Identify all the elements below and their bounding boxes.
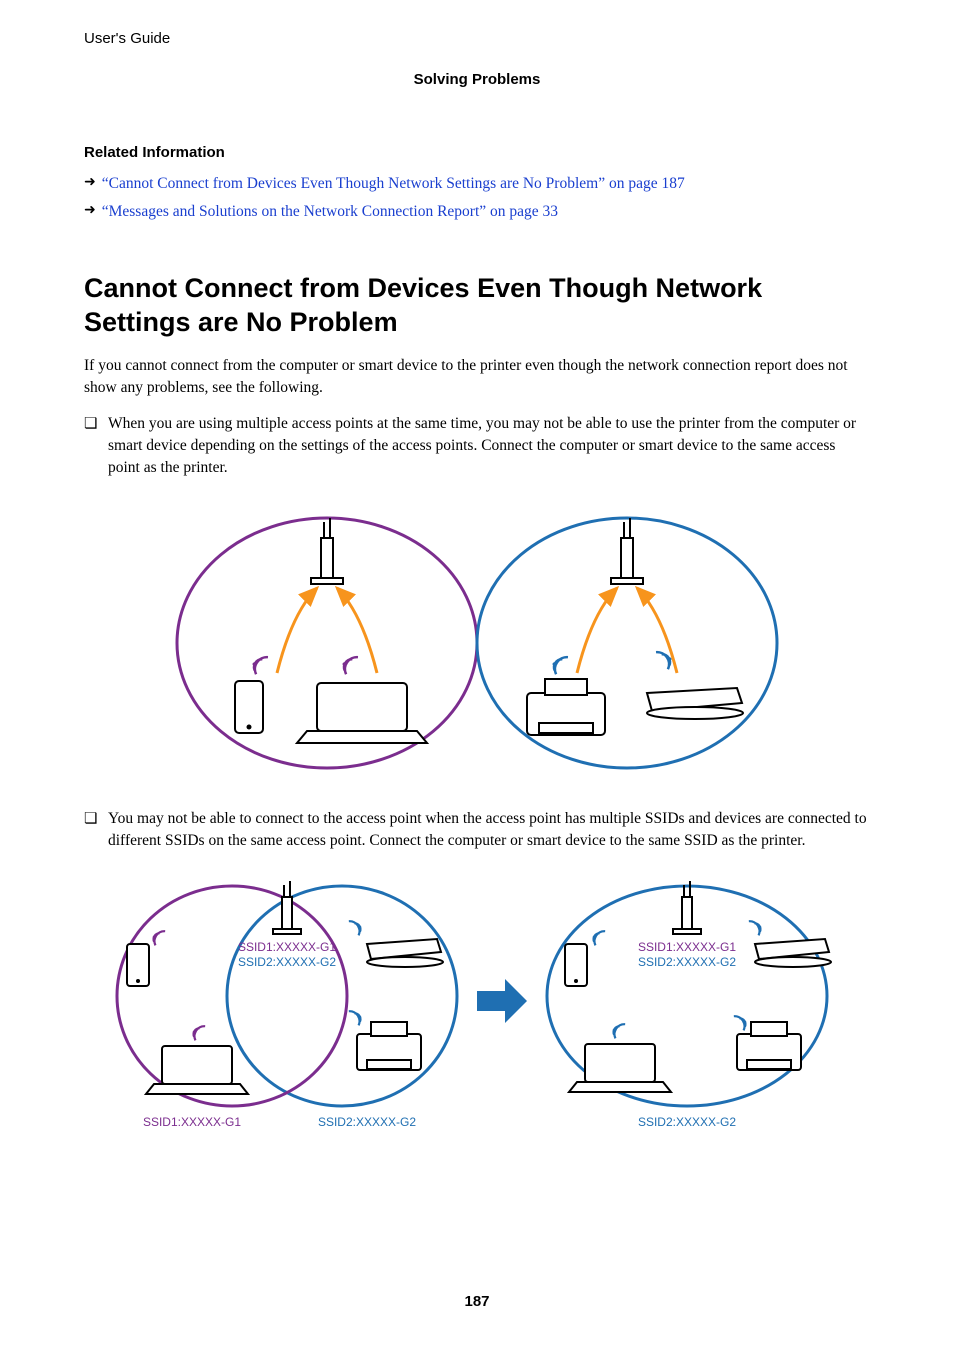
laptop-icon bbox=[297, 683, 427, 743]
list-item-text: You may not be able to connect to the ac… bbox=[108, 808, 870, 852]
access-point-icon bbox=[611, 518, 643, 584]
access-point-icon bbox=[311, 518, 343, 584]
ssid-group-right: SSID1:XXXXX-G1 SSID2:XXXXX-G2 bbox=[547, 881, 831, 1129]
access-point-icon bbox=[673, 881, 701, 934]
ssid-label: SSID1:XXXXX-G1 bbox=[238, 940, 336, 954]
scanner-icon bbox=[367, 939, 443, 967]
printer-icon bbox=[737, 1022, 801, 1070]
section-heading: Cannot Connect from Devices Even Though … bbox=[84, 271, 870, 339]
xref-row: ➜ “Cannot Connect from Devices Even Thou… bbox=[84, 173, 870, 195]
wifi-icon bbox=[552, 656, 573, 674]
smartphone-icon bbox=[235, 681, 263, 733]
wifi-icon bbox=[652, 651, 673, 669]
ssid-label: SSID2:XXXXX-G2 bbox=[638, 1115, 736, 1129]
laptop-icon bbox=[569, 1044, 671, 1092]
wifi-icon bbox=[345, 920, 362, 935]
box-bullet-icon: ❏ bbox=[84, 808, 100, 852]
ap-group-right bbox=[477, 518, 777, 768]
figure-multiple-ap bbox=[84, 493, 870, 778]
diagram-svg: SSID1:XXXXX-G1 SSID2:XXXXX-G2 bbox=[107, 866, 847, 1146]
related-information-label: Related Information bbox=[84, 144, 870, 161]
access-point-icon bbox=[273, 881, 301, 934]
wifi-icon bbox=[592, 930, 609, 945]
ssid-label: SSID2:XXXXX-G2 bbox=[238, 955, 336, 969]
wifi-icon bbox=[730, 1015, 747, 1030]
ssid-group-left: SSID1:XXXXX-G1 SSID2:XXXXX-G2 bbox=[117, 881, 457, 1129]
xref-row: ➜ “Messages and Solutions on the Network… bbox=[84, 201, 870, 223]
ssid-label: SSID1:XXXXX-G1 bbox=[143, 1115, 241, 1129]
scanner-icon bbox=[755, 939, 831, 967]
page-number: 187 bbox=[0, 1293, 954, 1310]
wifi-icon bbox=[612, 1023, 629, 1038]
wifi-icon bbox=[345, 1010, 362, 1025]
scanner-icon bbox=[647, 688, 743, 719]
printer-icon bbox=[527, 679, 605, 735]
wifi-icon bbox=[152, 930, 169, 945]
smartphone-icon bbox=[565, 944, 587, 986]
printer-icon bbox=[357, 1022, 421, 1070]
wifi-icon bbox=[192, 1025, 209, 1040]
ap-group-left bbox=[177, 518, 477, 768]
intro-paragraph: If you cannot connect from the computer … bbox=[84, 355, 870, 399]
list-item-text: When you are using multiple access point… bbox=[108, 413, 870, 479]
wifi-icon bbox=[252, 656, 273, 674]
ssid-label: SSID1:XXXXX-G1 bbox=[638, 940, 736, 954]
xref-link-2[interactable]: “Messages and Solutions on the Network C… bbox=[102, 201, 558, 223]
figure-multiple-ssid: SSID1:XXXXX-G1 SSID2:XXXXX-G2 bbox=[84, 866, 870, 1151]
list-item: ❏ You may not be able to connect to the … bbox=[84, 808, 870, 852]
arrow-right-icon: ➜ bbox=[84, 173, 96, 193]
ssid-label: SSID2:XXXXX-G2 bbox=[318, 1115, 416, 1129]
smartphone-icon bbox=[127, 944, 149, 986]
laptop-icon bbox=[146, 1046, 248, 1094]
diagram-svg bbox=[157, 493, 797, 773]
running-head-left: User's Guide bbox=[84, 30, 870, 47]
box-bullet-icon: ❏ bbox=[84, 413, 100, 479]
wifi-icon bbox=[745, 920, 762, 935]
ssid-label: SSID2:XXXXX-G2 bbox=[638, 955, 736, 969]
xref-link-1[interactable]: “Cannot Connect from Devices Even Though… bbox=[102, 173, 685, 195]
arrow-right-icon bbox=[477, 979, 527, 1023]
running-head-center: Solving Problems bbox=[84, 71, 870, 88]
wifi-icon bbox=[342, 656, 363, 674]
list-item: ❏ When you are using multiple access poi… bbox=[84, 413, 870, 479]
arrow-right-icon: ➜ bbox=[84, 201, 96, 221]
